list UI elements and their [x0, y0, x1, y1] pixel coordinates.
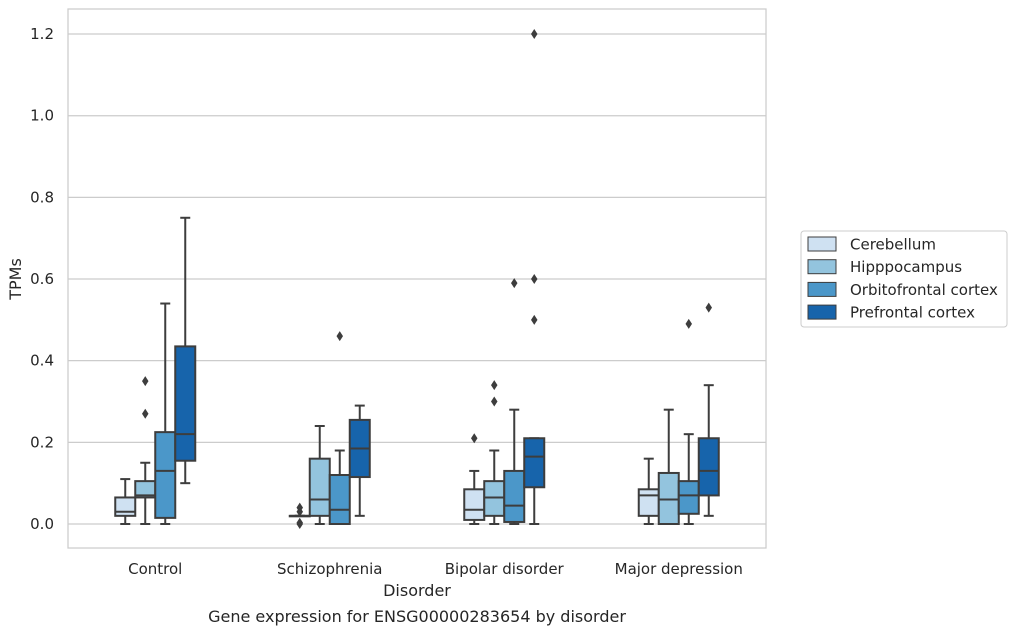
box-body — [677, 480, 700, 515]
box-body — [503, 469, 526, 523]
outlier-point — [531, 274, 538, 285]
y-tick-labels: 0.0 0.2 0.4 0.6 0.8 1.0 1.2 — [30, 25, 54, 533]
box-prefrontal-cortex — [174, 216, 197, 485]
box-orbitofrontal-cortex — [503, 278, 526, 525]
y-tick-label: 0.2 — [30, 433, 54, 451]
box-body — [523, 437, 546, 489]
x-tick-label: Major depression — [615, 560, 743, 578]
x-axis-title: Disorder — [383, 581, 451, 600]
outlier-point — [491, 380, 498, 391]
chart-title: Gene expression for ENSG00000283654 by d… — [208, 607, 626, 626]
outlier-point — [511, 278, 518, 289]
box-hipppocampus — [657, 408, 680, 525]
box-body — [483, 480, 506, 517]
outlier-point — [336, 331, 343, 342]
legend-swatch — [807, 259, 837, 275]
box-cerebellum — [288, 502, 311, 529]
y-tick-label: 0.4 — [30, 352, 54, 370]
box-body — [637, 488, 660, 517]
boxes-layer — [114, 29, 720, 529]
outlier-point — [142, 408, 149, 419]
legend-swatch — [807, 281, 837, 297]
box-cerebellum — [114, 478, 137, 525]
x-tick-label: Schizophrenia — [277, 560, 382, 578]
box-prefrontal-cortex — [523, 29, 546, 525]
outlier-point — [471, 433, 478, 444]
outlier-point — [705, 302, 712, 313]
legend-frame — [800, 230, 1008, 328]
box-cerebellum — [637, 457, 660, 525]
box-body — [328, 474, 351, 525]
box-hipppocampus — [483, 380, 506, 525]
box-orbitofrontal-cortex — [328, 331, 351, 525]
box-prefrontal-cortex — [348, 404, 371, 517]
box-orbitofrontal-cortex — [154, 302, 177, 525]
outlier-point — [491, 396, 498, 407]
box-body — [154, 431, 177, 519]
y-tick-label: 1.0 — [30, 107, 54, 125]
outlier-point — [531, 29, 538, 40]
box-prefrontal-cortex — [697, 302, 720, 517]
box-body — [463, 488, 486, 521]
y-tick-label: 0.0 — [30, 515, 54, 533]
box-hipppocampus — [134, 376, 157, 525]
y-axis-title: TPMs — [6, 258, 25, 301]
outlier-point — [142, 376, 149, 387]
legend-label: Prefrontal cortex — [850, 304, 975, 322]
legend-swatch — [807, 236, 837, 252]
box-body — [174, 345, 197, 462]
outlier-point — [531, 314, 538, 325]
plot-frame — [67, 8, 767, 549]
x-tick-labels: Control Schizophrenia Bipolar disorder Majo… — [128, 560, 743, 578]
y-tick-label: 1.2 — [30, 25, 54, 43]
outlier-point — [296, 502, 303, 513]
box-body — [657, 471, 680, 525]
legend-label: Hipppocampus — [850, 258, 962, 276]
legend-label: Cerebellum — [850, 236, 936, 254]
legend: Cerebellum Hipppocampus Orbitofrontal cort… — [800, 230, 1008, 328]
y-tick-label: 0.6 — [30, 270, 54, 288]
legend-swatch — [807, 304, 837, 320]
box-body — [308, 457, 331, 517]
outlier-point — [685, 318, 692, 329]
outlier-point — [296, 517, 303, 528]
legend-label: Orbitofrontal cortex — [850, 281, 998, 299]
x-tick-label: Bipolar disorder — [445, 560, 565, 578]
x-tick-label: Control — [128, 560, 182, 578]
y-tick-label: 0.8 — [30, 188, 54, 206]
box-body — [114, 496, 137, 517]
box-orbitofrontal-cortex — [677, 318, 700, 525]
box-body — [697, 437, 720, 497]
